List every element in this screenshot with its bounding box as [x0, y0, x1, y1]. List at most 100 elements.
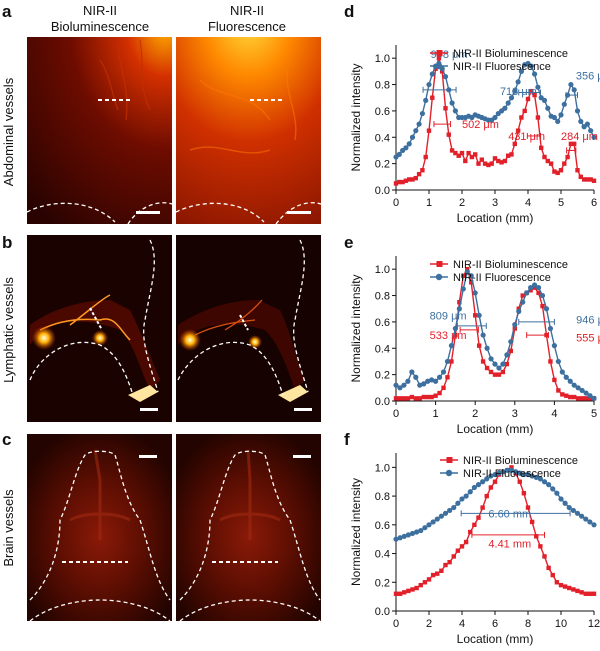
data-point-bioluminescence — [496, 158, 501, 164]
y-tick-label: 1.0 — [375, 53, 390, 65]
y-tick-label: 0.0 — [375, 606, 390, 618]
data-point-fluorescence — [403, 145, 409, 151]
data-point-bioluminescence — [461, 273, 466, 278]
data-point-bioluminescence — [534, 534, 539, 539]
data-point-bioluminescence — [545, 158, 550, 164]
data-point-fluorescence — [558, 496, 564, 502]
data-point-bioluminescence — [433, 393, 438, 398]
data-point-bioluminescence — [449, 359, 454, 364]
data-point-bioluminescence — [479, 157, 484, 162]
data-point-bioluminescence — [542, 154, 547, 160]
legend-marker — [435, 273, 443, 281]
data-point-bioluminescence — [579, 590, 584, 595]
data-point-fluorescence — [583, 516, 589, 522]
data-point-fluorescence — [512, 88, 518, 94]
data-point-bioluminescence — [525, 96, 531, 102]
data-point-bioluminescence — [539, 145, 544, 151]
data-point-bioluminescence — [449, 148, 455, 153]
panel-label-e: e — [344, 233, 353, 252]
data-point-bioluminescence — [414, 585, 419, 591]
data-point-bioluminescence — [443, 562, 448, 568]
data-point-bioluminescence — [400, 179, 405, 185]
data-point-fluorescence — [563, 374, 569, 380]
data-point-bioluminescence — [426, 577, 432, 582]
data-point-fluorescence — [532, 71, 538, 77]
data-point-bioluminescence — [413, 396, 418, 401]
data-point-fluorescence — [463, 493, 469, 499]
data-point-bioluminescence — [418, 582, 423, 588]
data-point-fluorescence — [413, 374, 419, 380]
data-point-fluorescence — [476, 312, 482, 318]
y-tick-label: 0.8 — [375, 80, 390, 92]
data-point-bioluminescence — [425, 394, 430, 400]
data-point-fluorescence — [566, 504, 572, 511]
data-point-fluorescence — [579, 513, 585, 519]
data-point-fluorescence — [535, 285, 542, 291]
data-point-bioluminescence — [529, 519, 535, 525]
data-point-bioluminescence — [482, 161, 488, 166]
data-point-bioluminescence — [466, 150, 471, 156]
data-point-fluorescence — [516, 308, 522, 314]
data-point-fluorescence — [500, 361, 506, 367]
row-label-a: Abdominal vessels — [1, 77, 16, 186]
y-tick-label: 0.0 — [375, 185, 390, 197]
data-point-fluorescence — [545, 105, 551, 111]
data-point-fluorescence — [484, 345, 490, 351]
data-point-fluorescence — [438, 513, 444, 519]
data-point-bioluminescence — [476, 515, 481, 520]
data-point-fluorescence — [468, 273, 474, 279]
image-brain-bioluminescence — [27, 434, 172, 622]
data-point-fluorescence — [574, 510, 581, 516]
data-point-bioluminescence — [575, 168, 580, 173]
data-point-fluorescence — [591, 522, 597, 528]
x-tick-label: 10 — [555, 618, 567, 630]
data-point-fluorescence — [533, 474, 539, 481]
data-point-bioluminescence — [567, 585, 572, 591]
data-point-bioluminescence — [453, 332, 458, 338]
data-point-fluorescence — [406, 141, 412, 147]
y-axis-label: Normalized intensity — [349, 63, 363, 171]
data-point-fluorescence — [525, 471, 531, 478]
data-point-bioluminescence — [565, 154, 570, 160]
legend-label: NIR-II Fluorescence — [463, 468, 561, 480]
y-axis-label: Normalized intensity — [349, 274, 363, 382]
data-point-bioluminescence — [455, 548, 461, 553]
data-point-bioluminescence — [422, 580, 428, 585]
data-point-bioluminescence — [402, 590, 407, 595]
data-point-bioluminescence — [469, 280, 474, 285]
data-point-bioluminescence — [459, 544, 465, 549]
data-point-fluorescence — [480, 479, 486, 485]
legend-marker — [445, 469, 453, 477]
data-point-fluorescence — [543, 306, 550, 312]
fwhm-annotation-label: 502 μm — [462, 119, 499, 131]
data-point-bioluminescence — [564, 393, 569, 398]
data-point-fluorescence — [541, 97, 548, 103]
legend-marker — [446, 457, 453, 463]
data-point-bioluminescence — [522, 108, 527, 114]
data-point-bioluminescence — [562, 161, 567, 166]
data-point-bioluminescence — [439, 568, 444, 573]
data-point-fluorescence — [440, 369, 447, 375]
data-point-bioluminescence — [509, 465, 514, 470]
y-tick-label: 0.4 — [375, 549, 390, 561]
data-point-fluorescence — [488, 473, 494, 479]
data-point-bioluminescence — [542, 554, 547, 559]
fwhm-annotation-label: 6.60 mm — [488, 508, 531, 520]
data-point-bioluminescence — [443, 106, 448, 111]
y-tick-label: 0.8 — [375, 291, 390, 303]
data-point-fluorescence — [539, 292, 546, 299]
x-tick-label: 0 — [393, 618, 399, 630]
image-abdominal-bioluminescence — [26, 37, 173, 225]
data-point-bioluminescence — [538, 544, 543, 549]
data-point-fluorescence — [434, 516, 440, 522]
data-point-bioluminescence — [430, 572, 436, 578]
data-point-bioluminescence — [480, 359, 486, 364]
data-point-bioluminescence — [457, 299, 462, 305]
data-point-fluorescence — [442, 510, 449, 516]
data-point-bioluminescence — [420, 168, 425, 173]
data-point-bioluminescence — [476, 343, 482, 348]
data-point-fluorescence — [579, 387, 585, 394]
data-point-fluorescence — [546, 482, 552, 488]
data-point-fluorescence — [422, 525, 428, 531]
data-point-fluorescence — [484, 476, 490, 482]
